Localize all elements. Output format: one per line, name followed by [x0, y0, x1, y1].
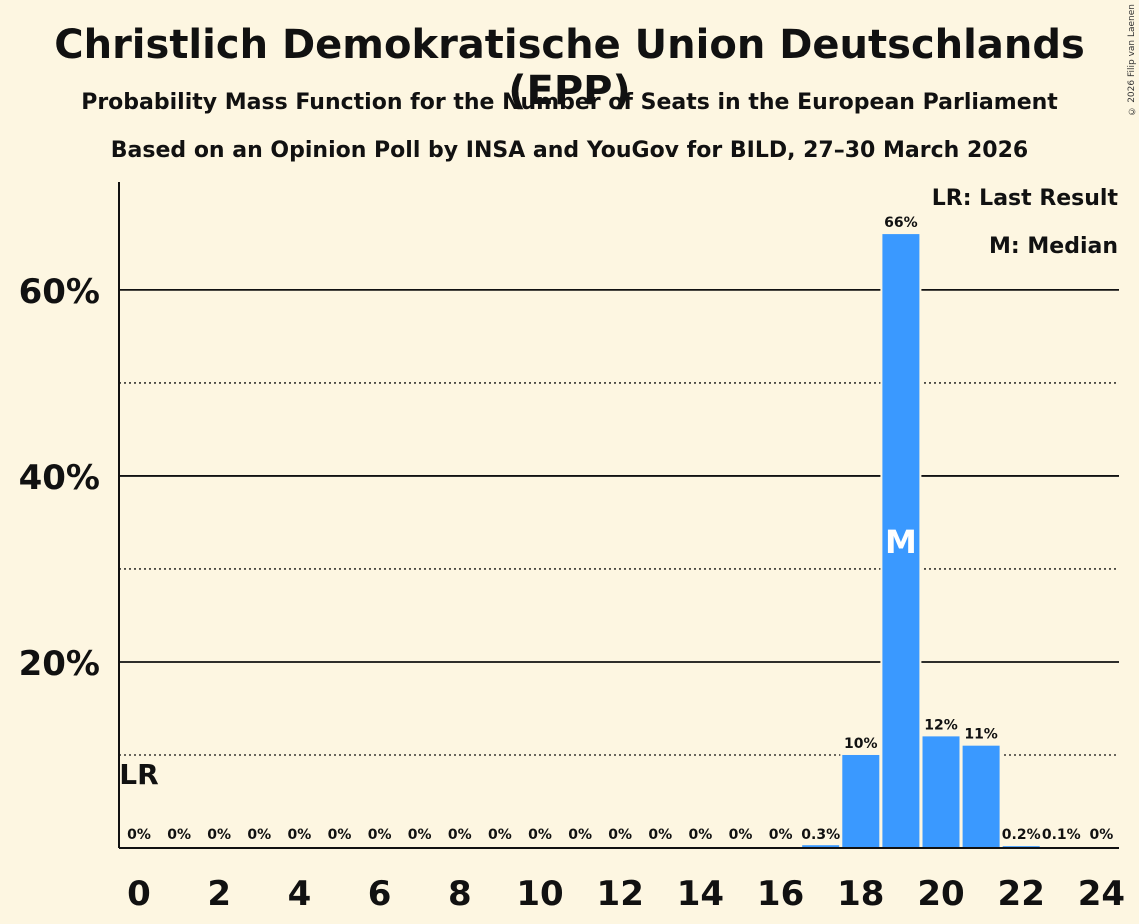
- bar-label-8: 0%: [448, 827, 472, 843]
- bar-label-23: 0.1%: [1042, 827, 1081, 843]
- chart-source: Based on an Opinion Poll by INSA and You…: [110, 138, 1029, 163]
- bar-label-17: 0.3%: [801, 827, 840, 843]
- bar-label-16: 0%: [769, 827, 793, 843]
- legend-median: M: Median: [989, 234, 1118, 259]
- y-tick-label-1: 40%: [19, 458, 100, 498]
- bar-label-12: 0%: [608, 827, 632, 843]
- median-marker: M: [885, 523, 917, 561]
- y-tick-label-0: 20%: [19, 644, 100, 684]
- chart-title: Christlich Demokratische Union Deutschla…: [54, 22, 1085, 114]
- y-tick-label-2: 60%: [19, 272, 100, 312]
- last-result-marker: LR: [119, 758, 158, 791]
- x-tick-label-8: 8: [448, 874, 472, 914]
- bar-label-21: 11%: [964, 727, 998, 743]
- x-tick-label-4: 4: [288, 874, 312, 914]
- bar-label-6: 0%: [368, 827, 392, 843]
- bar-label-5: 0%: [328, 827, 352, 843]
- bar-label-0: 0%: [127, 827, 151, 843]
- x-tick-label-6: 6: [368, 874, 392, 914]
- x-tick-label-24: 24: [1078, 874, 1125, 914]
- x-tick-label-18: 18: [837, 874, 884, 914]
- bar-seat-18: [842, 754, 880, 848]
- bar-seat-21: [962, 745, 1000, 848]
- bar-label-22: 0.2%: [1002, 827, 1041, 843]
- x-tick-label-2: 2: [207, 874, 231, 914]
- x-tick-label-20: 20: [917, 874, 964, 914]
- bar-seat-19: [882, 234, 920, 849]
- x-tick-label-12: 12: [597, 874, 644, 914]
- bar-label-9: 0%: [488, 827, 512, 843]
- x-tick-label-0: 0: [127, 874, 151, 914]
- legend-last-result: LR: Last Result: [931, 186, 1118, 211]
- bar-seat-20: [922, 736, 960, 848]
- bar-label-18: 10%: [844, 736, 878, 752]
- chart-subtitle: Probability Mass Function for the Number…: [81, 90, 1058, 115]
- bar-label-14: 0%: [689, 827, 713, 843]
- bar-label-7: 0%: [408, 827, 432, 843]
- bar-label-11: 0%: [568, 827, 592, 843]
- bar-label-13: 0%: [648, 827, 672, 843]
- x-tick-label-14: 14: [677, 874, 724, 914]
- bar-label-24: 0%: [1090, 827, 1114, 843]
- x-tick-label-22: 22: [998, 874, 1045, 914]
- x-tick-label-10: 10: [516, 874, 563, 914]
- bar-seat-17: [802, 845, 840, 848]
- bar-label-10: 0%: [528, 827, 552, 843]
- bar-label-15: 0%: [729, 827, 753, 843]
- bar-label-3: 0%: [247, 827, 271, 843]
- bar-label-20: 12%: [924, 717, 958, 733]
- bar-label-4: 0%: [288, 827, 312, 843]
- bar-label-2: 0%: [207, 827, 231, 843]
- x-tick-label-16: 16: [757, 874, 804, 914]
- bar-label-19: 66%: [884, 215, 918, 231]
- bar-label-1: 0%: [167, 827, 191, 843]
